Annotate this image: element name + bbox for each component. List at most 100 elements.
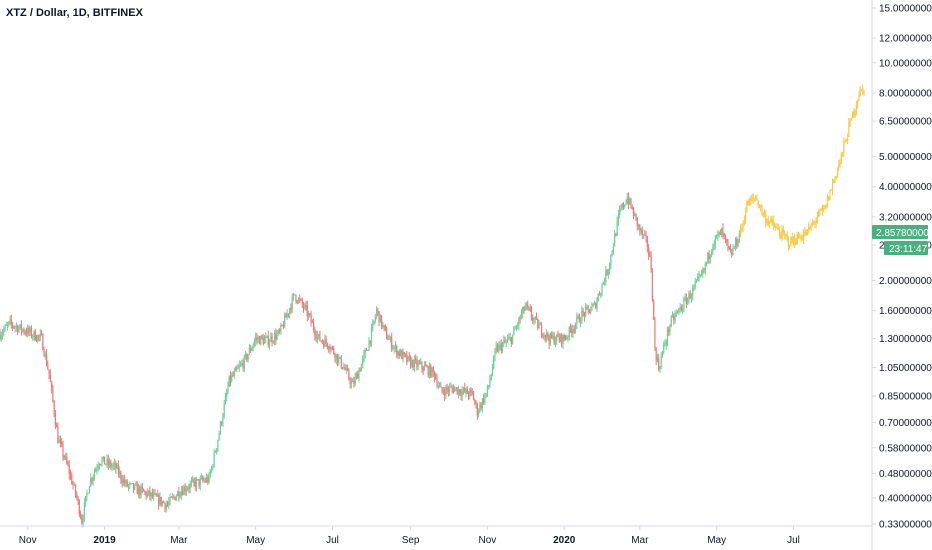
candle-body bbox=[581, 310, 583, 322]
candle-body bbox=[306, 305, 308, 317]
candle-body bbox=[328, 347, 330, 349]
candle-body bbox=[161, 501, 164, 505]
candle-body bbox=[136, 484, 138, 495]
candle-body bbox=[457, 389, 460, 394]
candle-body bbox=[766, 220, 768, 224]
candle-body bbox=[713, 244, 715, 247]
candle-body bbox=[221, 422, 223, 424]
candle-body bbox=[248, 348, 250, 355]
y-tick-label: 10.00000000 bbox=[879, 58, 932, 69]
candle-body bbox=[158, 494, 160, 505]
candle-body bbox=[166, 504, 169, 506]
candle-body bbox=[637, 224, 640, 226]
candle-body bbox=[510, 337, 512, 344]
candle-body bbox=[823, 208, 825, 209]
candle-body bbox=[517, 325, 519, 327]
chart-title: XTZ / Dollar, 1D, BITFINEX bbox=[6, 7, 144, 19]
candle-body bbox=[362, 358, 364, 364]
candle-body bbox=[859, 89, 861, 96]
candle-body bbox=[310, 314, 312, 323]
candle-body bbox=[413, 359, 415, 368]
candle-body bbox=[826, 196, 829, 208]
candle-body bbox=[642, 234, 645, 236]
candle-body bbox=[639, 224, 641, 231]
y-axis[interactable]: 15.00000000 12.00000000 10.00000000 8.00000… bbox=[872, 4, 932, 531]
candle-body bbox=[241, 363, 243, 365]
candle-body bbox=[129, 483, 131, 486]
y-tick-label: 1.30000000 bbox=[879, 334, 932, 345]
candle-body bbox=[299, 298, 301, 300]
candle-body bbox=[602, 282, 604, 285]
candle-body bbox=[470, 389, 472, 391]
candle-body bbox=[420, 361, 422, 364]
candle-body bbox=[124, 479, 126, 484]
candle-body bbox=[472, 392, 475, 401]
candle-body bbox=[441, 387, 443, 391]
countdown-label: 23:11:47 bbox=[889, 244, 928, 255]
candle-body bbox=[515, 326, 517, 329]
candle-body bbox=[139, 487, 141, 496]
candle-body bbox=[58, 440, 60, 444]
candle-body bbox=[452, 388, 455, 393]
candle-body bbox=[343, 367, 345, 369]
candle-body bbox=[219, 422, 222, 434]
candle-body bbox=[14, 326, 16, 328]
candle-body bbox=[117, 464, 119, 474]
candle-body bbox=[114, 463, 116, 465]
candle-body bbox=[790, 237, 792, 247]
candle-body bbox=[101, 459, 103, 465]
candle-body bbox=[275, 333, 277, 340]
candle-body bbox=[131, 483, 133, 485]
candle-body bbox=[433, 371, 436, 378]
candle-body bbox=[266, 335, 268, 338]
candle-body bbox=[111, 466, 113, 468]
candle-body bbox=[787, 237, 790, 246]
candle-body bbox=[716, 235, 718, 237]
plot-area[interactable] bbox=[0, 84, 865, 528]
candle-body bbox=[814, 222, 816, 224]
candle-body bbox=[392, 348, 394, 349]
candle-body bbox=[17, 326, 19, 333]
candle-body bbox=[226, 392, 228, 397]
current-price-badge bbox=[872, 225, 928, 239]
x-axis[interactable]: Nov 2019 Mar May Jul Sep Nov 2020 Mar May Jul bbox=[19, 526, 800, 546]
candle-body bbox=[600, 292, 602, 296]
candle-body bbox=[563, 335, 565, 340]
candle-body bbox=[820, 209, 822, 211]
candle-body bbox=[417, 362, 419, 367]
candle-body bbox=[495, 345, 497, 352]
candle-body bbox=[845, 140, 847, 142]
candle-body bbox=[180, 491, 182, 496]
candle-body bbox=[406, 354, 408, 362]
candle-body bbox=[697, 277, 699, 281]
candle-body bbox=[494, 351, 496, 357]
candle-body bbox=[76, 494, 78, 498]
candle-body bbox=[359, 370, 361, 372]
candle-body bbox=[518, 317, 520, 326]
candle-body bbox=[556, 334, 558, 342]
candle-body bbox=[724, 235, 727, 239]
candle-body bbox=[520, 313, 523, 319]
candle-body bbox=[476, 403, 478, 416]
candle-body bbox=[156, 494, 159, 497]
candle-body bbox=[302, 304, 305, 309]
candle-body bbox=[519, 317, 521, 319]
candle-body bbox=[673, 315, 675, 321]
candle-body bbox=[738, 234, 740, 243]
candle-body bbox=[92, 476, 94, 481]
candle-body bbox=[816, 216, 818, 221]
candle-body bbox=[807, 226, 810, 230]
candle-body bbox=[367, 350, 369, 351]
candle-body bbox=[68, 465, 70, 475]
candle-body bbox=[120, 471, 122, 480]
candle-body bbox=[658, 358, 660, 370]
candle-body bbox=[728, 246, 730, 250]
candle-body bbox=[195, 479, 198, 488]
candle-body bbox=[506, 339, 509, 342]
candle-body bbox=[671, 315, 674, 317]
candle-body bbox=[836, 168, 839, 177]
candle-body bbox=[747, 200, 749, 206]
candle-body bbox=[475, 402, 477, 404]
candle-body bbox=[431, 367, 433, 377]
